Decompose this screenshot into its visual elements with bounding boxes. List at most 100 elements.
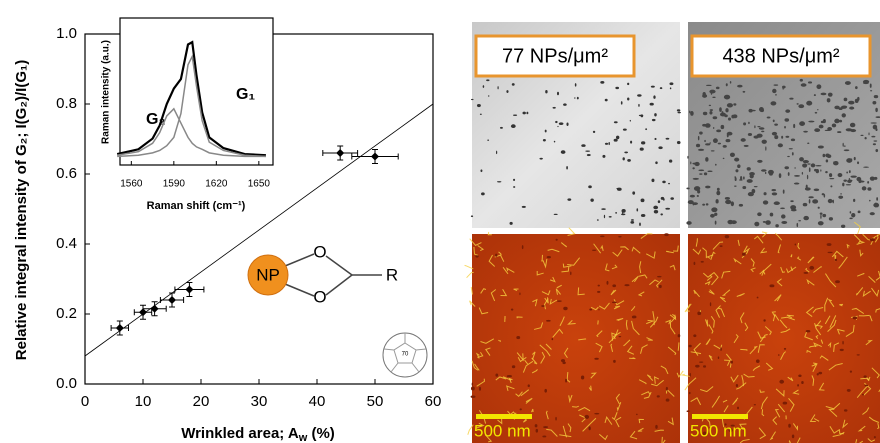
speck bbox=[823, 154, 826, 158]
speck bbox=[543, 139, 546, 141]
speck bbox=[728, 117, 731, 120]
speck bbox=[690, 373, 691, 377]
speck bbox=[799, 121, 805, 126]
speck bbox=[851, 213, 855, 217]
speck bbox=[798, 374, 801, 377]
speck bbox=[730, 81, 732, 84]
crack bbox=[488, 232, 492, 235]
inset-x-label: Raman shift (cm⁻¹) bbox=[147, 200, 246, 212]
speck bbox=[772, 89, 776, 93]
speck bbox=[727, 132, 733, 136]
speck bbox=[754, 222, 759, 227]
speck bbox=[590, 198, 593, 201]
speck bbox=[748, 122, 750, 125]
speck bbox=[495, 254, 497, 257]
speck bbox=[562, 361, 565, 364]
speck bbox=[704, 140, 706, 142]
speck bbox=[706, 85, 712, 86]
speck bbox=[497, 86, 498, 89]
speck bbox=[764, 192, 767, 195]
y-tick-label: 0.6 bbox=[56, 165, 77, 182]
speck bbox=[763, 221, 766, 223]
speck bbox=[762, 140, 767, 144]
speck bbox=[814, 189, 820, 192]
x-label-end: (%) bbox=[307, 425, 335, 442]
speck bbox=[535, 424, 538, 427]
speck bbox=[877, 204, 878, 207]
speck bbox=[748, 109, 752, 113]
x-tick-label: 0 bbox=[81, 393, 89, 410]
speck bbox=[657, 395, 660, 397]
speck bbox=[789, 148, 793, 149]
speck bbox=[693, 178, 699, 180]
annotation: O bbox=[313, 242, 326, 261]
speck bbox=[668, 183, 670, 184]
speck bbox=[624, 152, 628, 154]
speck bbox=[641, 141, 645, 144]
speck bbox=[803, 160, 809, 163]
x-axis-label: Wrinkled area; Aw (%) bbox=[181, 425, 335, 443]
speck bbox=[800, 79, 803, 82]
speck bbox=[826, 159, 828, 162]
speck bbox=[723, 158, 725, 159]
speck bbox=[787, 156, 790, 157]
speck bbox=[528, 384, 530, 387]
speck bbox=[818, 221, 824, 225]
speck bbox=[737, 85, 742, 88]
speck bbox=[639, 115, 643, 116]
speck bbox=[616, 136, 619, 140]
speck bbox=[817, 109, 818, 110]
speck bbox=[844, 98, 848, 102]
speck bbox=[871, 122, 877, 123]
speck bbox=[795, 244, 797, 246]
speck bbox=[797, 103, 799, 105]
speck bbox=[687, 156, 688, 159]
speck bbox=[556, 239, 558, 241]
speck bbox=[794, 175, 800, 177]
speck bbox=[806, 330, 811, 332]
density-label: 77 NPs/μm² bbox=[502, 45, 608, 67]
speck bbox=[637, 208, 639, 211]
speck bbox=[817, 373, 819, 375]
speck bbox=[832, 123, 836, 127]
speck bbox=[770, 213, 774, 217]
speck bbox=[664, 233, 669, 236]
speck bbox=[742, 253, 746, 256]
speck bbox=[778, 354, 780, 356]
crack bbox=[598, 321, 599, 325]
speck bbox=[739, 204, 743, 207]
speck bbox=[512, 83, 515, 86]
y-tick-label: 0.4 bbox=[56, 235, 77, 252]
speck bbox=[865, 385, 869, 387]
speck bbox=[846, 158, 852, 163]
speck bbox=[598, 309, 599, 310]
speck bbox=[811, 163, 816, 167]
speck bbox=[792, 152, 794, 155]
speck bbox=[809, 199, 811, 203]
speck bbox=[513, 186, 515, 188]
speck bbox=[832, 200, 834, 204]
crack bbox=[542, 255, 543, 262]
x-label-main: Wrinkled area; A bbox=[181, 425, 299, 442]
speck bbox=[547, 256, 551, 258]
speck bbox=[570, 271, 571, 275]
speck bbox=[842, 113, 846, 117]
speck bbox=[765, 172, 766, 174]
speck bbox=[778, 143, 783, 147]
speck bbox=[601, 208, 606, 210]
speck bbox=[594, 358, 598, 360]
speck bbox=[863, 167, 869, 168]
speck bbox=[710, 214, 715, 218]
speck bbox=[554, 214, 558, 215]
speck bbox=[754, 125, 755, 128]
speck bbox=[803, 203, 808, 207]
speck bbox=[698, 136, 700, 140]
speck bbox=[526, 112, 528, 115]
speck bbox=[536, 429, 538, 433]
speck bbox=[802, 164, 807, 168]
speck bbox=[730, 153, 735, 157]
speck bbox=[853, 199, 855, 202]
scale-label: 500 nm bbox=[474, 421, 531, 440]
speck bbox=[614, 121, 618, 123]
speck bbox=[720, 245, 723, 247]
